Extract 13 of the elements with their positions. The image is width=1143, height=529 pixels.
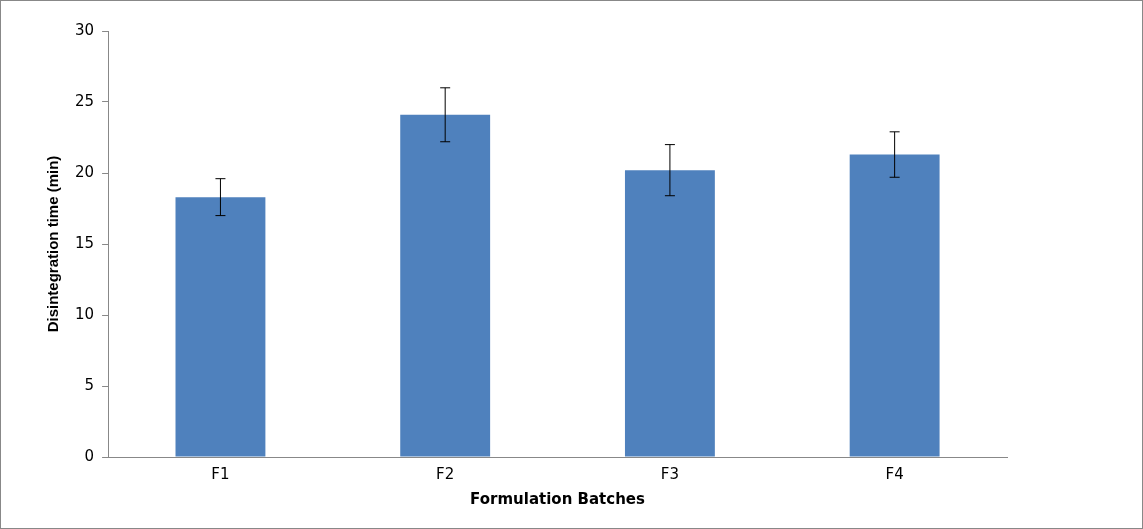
x-tick-label: F2 bbox=[436, 464, 455, 483]
y-tick-label: 5 bbox=[84, 375, 95, 394]
y-tick-label: 10 bbox=[74, 304, 95, 323]
x-tick-label: F4 bbox=[885, 464, 904, 483]
y-axis-title: Disintegration time (min) bbox=[44, 155, 62, 333]
y-tick-label: 30 bbox=[74, 20, 95, 39]
y-tick-label: 20 bbox=[74, 162, 95, 181]
y-tick-label: 15 bbox=[74, 233, 95, 252]
y-tick-label: 25 bbox=[74, 91, 95, 110]
x-axis-title: Formulation Batches bbox=[470, 489, 646, 508]
x-tick-label: F3 bbox=[660, 464, 679, 483]
x-tick-label: F1 bbox=[211, 464, 230, 483]
y-tick-label: 0 bbox=[84, 446, 95, 465]
